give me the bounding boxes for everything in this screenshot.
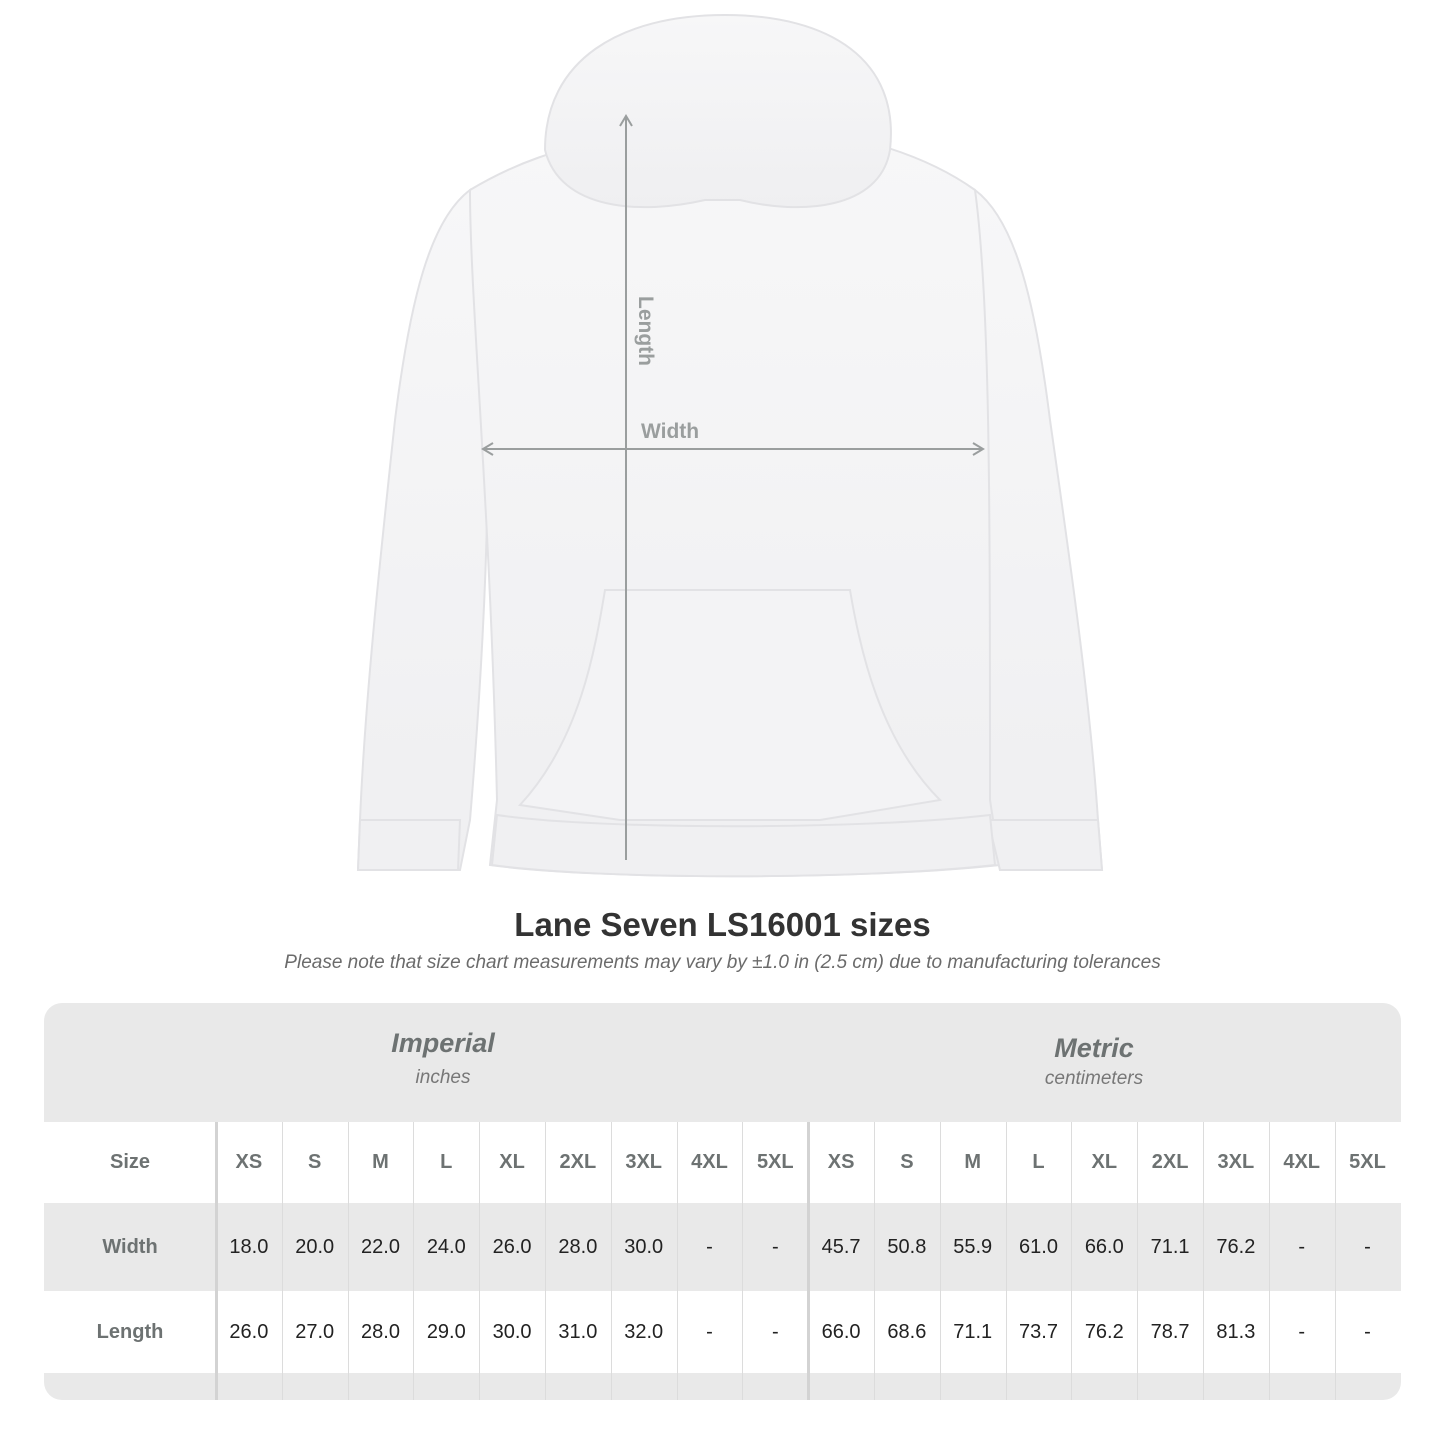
metric-width-cell: 50.8 — [887, 1235, 927, 1258]
column-divider — [676, 1122, 678, 1400]
column-divider — [545, 1122, 546, 1400]
imperial-size-header: XL — [499, 1151, 525, 1173]
width-label: Width — [641, 420, 699, 443]
imperial-size-header: S — [308, 1151, 322, 1173]
imperial-length-cell: 30.0 — [492, 1320, 532, 1343]
imperial-width-cell: 22.0 — [361, 1235, 400, 1258]
metric-width-cell: 76.2 — [1216, 1235, 1256, 1258]
column-divider — [347, 1122, 349, 1400]
metric-size-header: S — [900, 1151, 914, 1173]
column-divider — [1137, 1122, 1139, 1400]
imperial-size-header: 2XL — [559, 1151, 597, 1173]
imperial-length-cell: - — [771, 1320, 779, 1343]
row-label-length: Length — [96, 1320, 164, 1343]
column-divider — [1334, 1122, 1336, 1400]
metric-size-header: 4XL — [1283, 1151, 1321, 1173]
column-divider — [1005, 1122, 1007, 1400]
length-label: Length — [634, 296, 657, 366]
hoodie-image — [356, 13, 1104, 878]
length-arrow — [619, 114, 633, 860]
imperial-width-cell: 24.0 — [426, 1235, 466, 1258]
width-arrow — [481, 442, 985, 456]
column-divider — [1203, 1122, 1204, 1400]
metric-length-cell: 78.7 — [1150, 1320, 1190, 1343]
imperial-width-cell: 28.0 — [558, 1235, 598, 1258]
imperial-width-cell: 30.0 — [624, 1235, 664, 1258]
imperial-length-cell: 29.0 — [426, 1320, 466, 1343]
metric-length-cell: 68.6 — [887, 1320, 927, 1343]
imperial-length-cell: 26.0 — [229, 1320, 269, 1343]
column-divider — [1071, 1122, 1073, 1400]
metric-width-cell: 71.1 — [1150, 1235, 1190, 1258]
table-header-band — [44, 1003, 1401, 1122]
metric-size-header: XL — [1091, 1151, 1118, 1173]
imperial-title: Imperial — [391, 1028, 495, 1058]
metric-unit: centimeters — [1044, 1068, 1144, 1089]
metric-length-cell: 76.2 — [1084, 1320, 1124, 1343]
column-divider — [281, 1122, 283, 1400]
row-label-width: Width — [102, 1235, 158, 1258]
column-divider — [479, 1122, 481, 1400]
table-footer-band — [44, 1373, 1401, 1400]
metric-length-cell: 73.7 — [1019, 1320, 1058, 1343]
imperial-width-cell: 26.0 — [492, 1235, 532, 1258]
metric-width-cell: - — [1364, 1235, 1371, 1258]
imperial-size-header: L — [440, 1151, 453, 1173]
column-divider — [1268, 1122, 1270, 1400]
imperial-width-cell: - — [706, 1235, 713, 1258]
imperial-width-cell: - — [771, 1235, 779, 1258]
metric-width-cell: 61.0 — [1019, 1235, 1058, 1258]
metric-length-cell: 66.0 — [821, 1320, 861, 1343]
metric-length-cell: 71.1 — [953, 1320, 993, 1343]
imperial-width-cell: 18.0 — [229, 1235, 269, 1258]
metric-width-cell: 66.0 — [1084, 1235, 1124, 1258]
size-table: Imperial inches Metric centimeters Size X… — [44, 1003, 1401, 1400]
imperial-unit: inches — [415, 1067, 471, 1088]
metric-length-cell: 81.3 — [1216, 1320, 1256, 1343]
metric-length-cell: - — [1364, 1320, 1371, 1343]
length-row-bg — [44, 1291, 1401, 1373]
imperial-length-cell: - — [706, 1320, 713, 1343]
imperial-length-cell: 27.0 — [295, 1320, 335, 1343]
imperial-header: Imperial inches — [216, 1003, 670, 1122]
column-divider — [215, 1122, 218, 1400]
imperial-size-header: XS — [235, 1151, 263, 1173]
imperial-length-cell: 32.0 — [624, 1320, 664, 1343]
imperial-size-header: 5XL — [756, 1151, 794, 1173]
column-divider — [413, 1122, 415, 1400]
metric-size-header: M — [964, 1151, 982, 1173]
width-row-bg — [44, 1203, 1401, 1291]
metric-size-header: L — [1032, 1151, 1045, 1173]
size-header-label: Size — [109, 1151, 151, 1173]
page-title: Lane Seven LS16001 sizes — [514, 906, 931, 943]
metric-title: Metric — [1054, 1033, 1134, 1063]
metric-size-header: 3XL — [1217, 1151, 1255, 1173]
column-divider — [939, 1122, 941, 1400]
imperial-length-cell: 31.0 — [558, 1320, 598, 1343]
column-divider — [742, 1122, 744, 1400]
column-divider — [874, 1122, 875, 1400]
imperial-size-header: 4XL — [691, 1151, 728, 1173]
metric-width-cell: - — [1298, 1235, 1306, 1258]
column-divider — [807, 1122, 811, 1400]
metric-length-cell: - — [1298, 1320, 1306, 1343]
column-divider — [610, 1122, 612, 1400]
metric-width-cell: 55.9 — [953, 1235, 993, 1258]
size-row-bg — [44, 1122, 1401, 1203]
metric-size-header: 5XL — [1349, 1151, 1386, 1173]
tolerance-note: Please note that size chart measurements… — [284, 952, 1161, 973]
imperial-width-cell: 20.0 — [295, 1235, 335, 1258]
metric-width-cell: 45.7 — [821, 1235, 861, 1258]
metric-size-header: 2XL — [1151, 1151, 1189, 1173]
imperial-size-header: M — [372, 1151, 389, 1173]
metric-header: Metric centimeters — [808, 1003, 1380, 1122]
imperial-length-cell: 28.0 — [361, 1320, 400, 1343]
hoodie-diagram: Length Width — [356, 13, 1104, 878]
imperial-size-header: 3XL — [625, 1151, 663, 1173]
metric-size-header: XS — [827, 1151, 855, 1173]
